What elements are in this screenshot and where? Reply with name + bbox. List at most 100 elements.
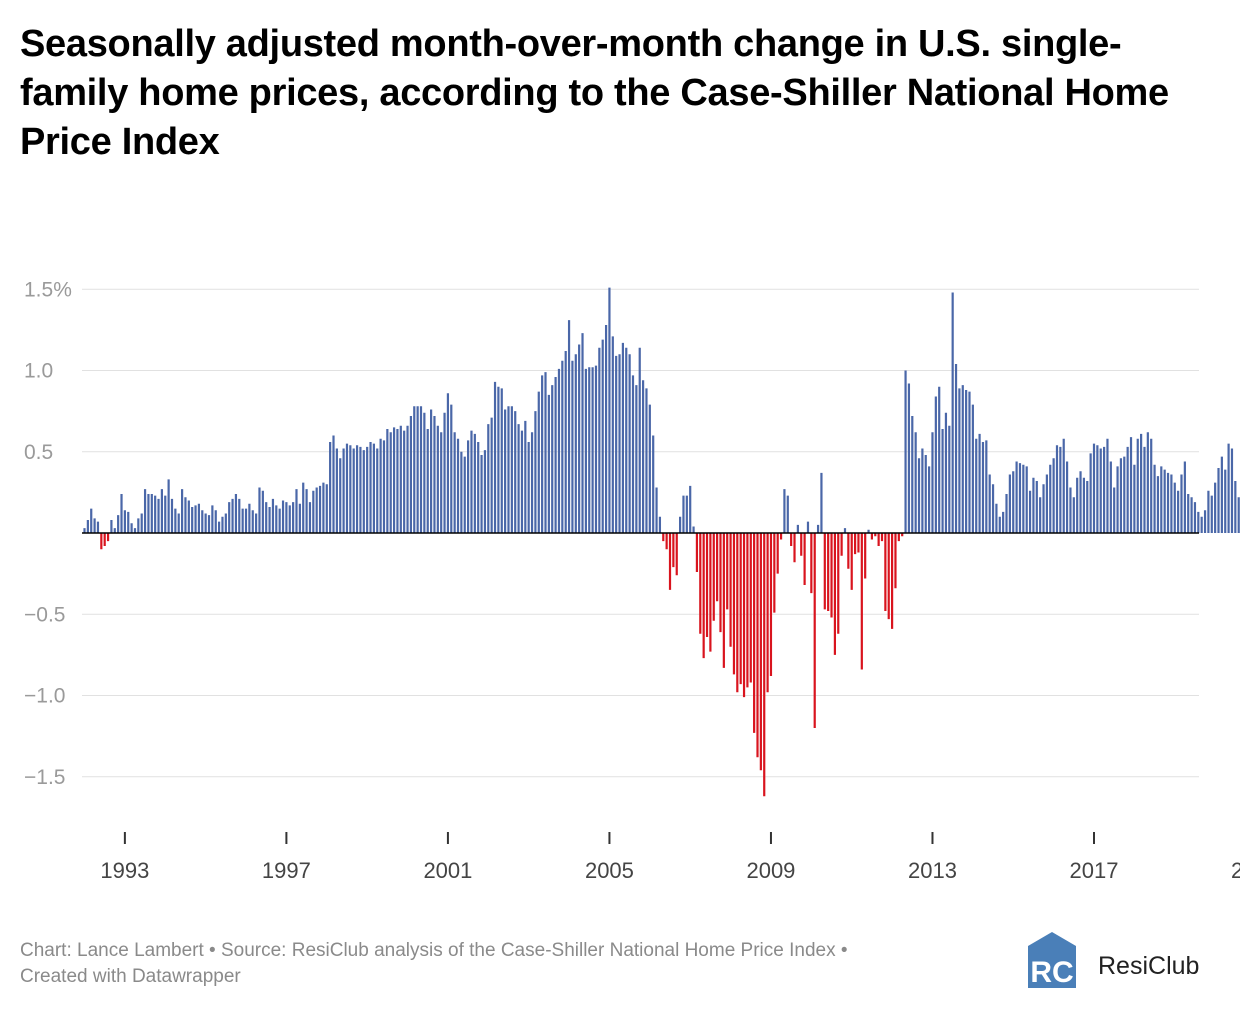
bar (679, 516, 682, 533)
bar (298, 503, 301, 533)
bar (1052, 458, 1055, 533)
bar (123, 510, 126, 533)
bar (904, 370, 907, 533)
bar (544, 372, 547, 534)
bar (954, 364, 958, 533)
bar (803, 533, 806, 585)
bar (295, 489, 298, 534)
bar (1126, 446, 1129, 534)
bar (1119, 458, 1123, 533)
chart-footer: Chart: Lance Lambert • Source: ResiClub … (20, 938, 980, 990)
bar (244, 508, 248, 534)
bar (399, 425, 402, 533)
bar (90, 508, 93, 534)
bars (83, 287, 1240, 797)
bar (719, 533, 722, 633)
bar (187, 500, 190, 533)
bar (143, 489, 147, 534)
bar (631, 375, 635, 534)
bar (1086, 481, 1089, 533)
bar (83, 528, 86, 534)
bar (416, 406, 419, 533)
bar (191, 507, 194, 533)
y-tick-label: −1.0 (24, 685, 65, 708)
bar (137, 518, 140, 534)
bar (1207, 490, 1210, 533)
bar (1227, 443, 1230, 534)
bar (1136, 438, 1139, 533)
bar (510, 406, 513, 533)
bar (376, 448, 379, 533)
bar (1002, 511, 1005, 534)
bar (988, 474, 991, 533)
bar (652, 435, 655, 533)
bar (971, 404, 974, 534)
bar (911, 416, 914, 533)
bar (961, 385, 964, 534)
bar (218, 521, 221, 534)
bar (1012, 471, 1015, 533)
bar (618, 354, 621, 533)
bar (352, 448, 355, 533)
bar (224, 513, 227, 533)
bar (288, 505, 291, 534)
bar (463, 456, 466, 534)
bar (261, 490, 264, 533)
bar (177, 513, 180, 533)
bar (894, 533, 897, 589)
resiclub-logo-mark: RC (1028, 932, 1076, 989)
gridlines (82, 288, 1199, 778)
bar (1062, 438, 1065, 533)
bar (729, 533, 732, 647)
bar (823, 533, 826, 610)
bar (1146, 432, 1149, 533)
bar (231, 498, 234, 534)
bar (588, 367, 591, 533)
bar (1059, 446, 1062, 534)
bar (113, 528, 116, 534)
bar (1210, 495, 1213, 534)
bar (1193, 502, 1197, 534)
bar (860, 533, 863, 670)
bar (460, 451, 463, 533)
bar (887, 533, 890, 620)
bar (1143, 446, 1146, 534)
bar (608, 287, 611, 534)
bar (127, 511, 130, 534)
bar (897, 533, 900, 542)
bar (1079, 471, 1082, 533)
bar (645, 388, 648, 534)
bar (268, 507, 271, 533)
bar (722, 533, 725, 668)
bar (578, 344, 581, 533)
bar (1069, 487, 1072, 533)
bar (615, 355, 618, 534)
x-tick-label: 2013 (908, 858, 957, 883)
bar (668, 533, 672, 590)
bar (106, 533, 110, 542)
bar (1106, 438, 1109, 533)
bar (975, 438, 978, 533)
bar (635, 385, 638, 534)
bar (1230, 448, 1234, 533)
bar (1200, 516, 1203, 533)
x-tick-label: 2005 (585, 858, 634, 883)
bar-chart: 1.5% 1.0 0.5 −0.5 −1.0 −1.5 1993 1997 2001 2005 2… (24, 278, 1240, 883)
bar (389, 432, 392, 533)
bar (1163, 469, 1166, 534)
bar (130, 523, 133, 533)
bar (1028, 490, 1032, 533)
bar (914, 432, 917, 533)
bar (372, 443, 375, 534)
bar (790, 533, 793, 546)
bar (379, 438, 382, 533)
bar (214, 510, 217, 533)
bar (746, 533, 749, 688)
bar (1220, 456, 1223, 534)
bar (1018, 463, 1022, 534)
bar (1197, 511, 1200, 534)
bar (174, 508, 177, 534)
bar (1160, 466, 1163, 534)
bar (150, 494, 153, 533)
bar (406, 425, 409, 533)
